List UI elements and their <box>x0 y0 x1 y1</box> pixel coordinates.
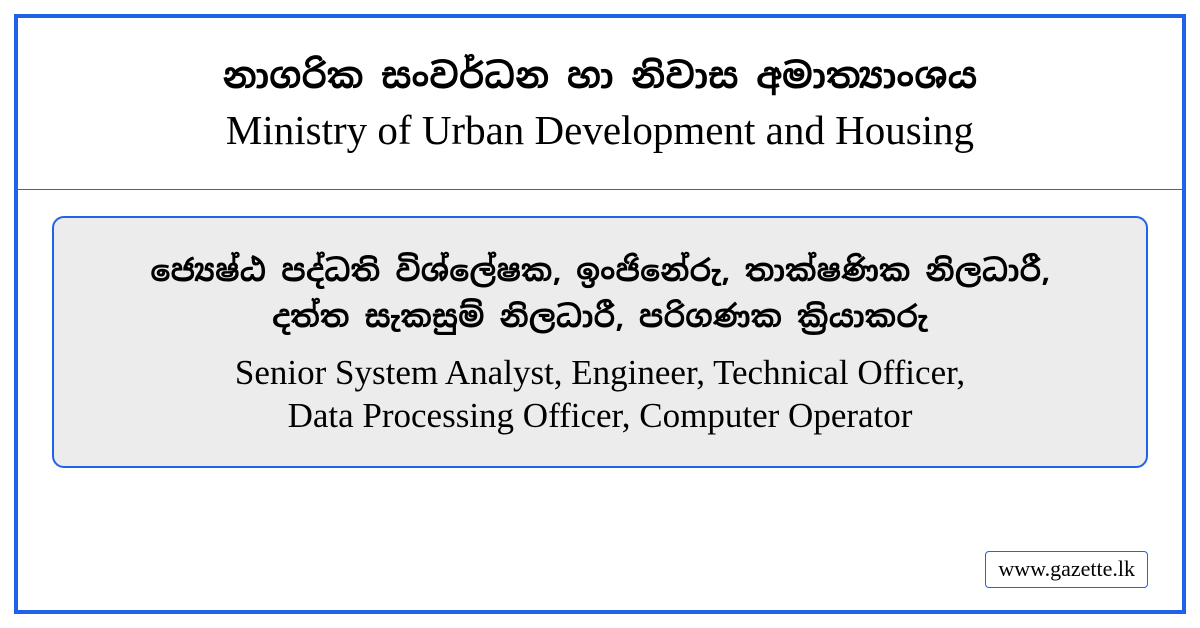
header-block: නාගරික සංවර්ධන හා නිවාස අමාත්‍යාංශය Mini… <box>18 18 1182 190</box>
positions-box: ජ්‍යෙෂ්ඨ පද්ධති විශ්ලේෂක, ඉංජිනේරු, තාක්… <box>52 216 1148 469</box>
positions-english: Senior System Analyst, Engineer, Technic… <box>78 351 1122 439</box>
ministry-title-sinhala: නාගරික සංවර්ධන හා නිවාස අමාත්‍යාංශය <box>38 54 1162 100</box>
ministry-title-english: Ministry of Urban Development and Housin… <box>38 106 1162 155</box>
body-block: ජ්‍යෙෂ්ඨ පද්ධති විශ්ලේෂක, ඉංජිනේරු, තාක්… <box>18 190 1182 469</box>
positions-sinhala: ජ්‍යෙෂ්ඨ පද්ධති විශ්ලේෂක, ඉංජිනේරු, තාක්… <box>78 248 1122 341</box>
document-frame: නාගරික සංවර්ධන හා නිවාස අමාත්‍යාංශය Mini… <box>14 14 1186 614</box>
source-tag: www.gazette.lk <box>985 551 1148 588</box>
